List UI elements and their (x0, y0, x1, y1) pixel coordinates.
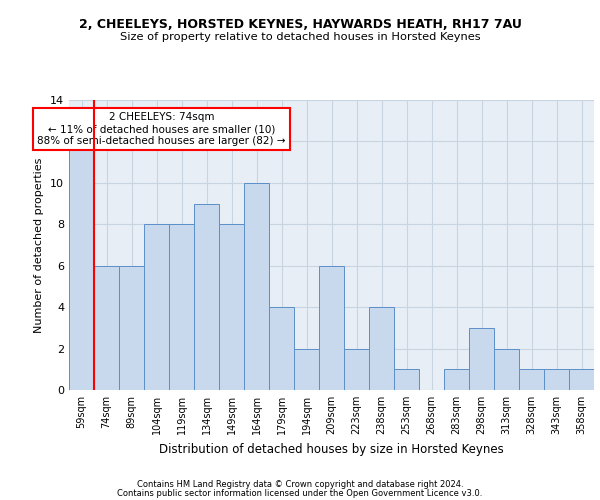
Bar (169, 224, 194, 390)
Bar (119, 266, 144, 390)
Bar (244, 183, 269, 390)
Bar (444, 370, 469, 390)
Bar (294, 348, 319, 390)
Bar (269, 307, 294, 390)
Bar (544, 370, 569, 390)
Bar (194, 204, 219, 390)
Bar (219, 224, 244, 390)
Bar (569, 370, 594, 390)
Bar (394, 370, 419, 390)
Text: Contains public sector information licensed under the Open Government Licence v3: Contains public sector information licen… (118, 489, 482, 498)
Bar (469, 328, 494, 390)
Bar (519, 370, 544, 390)
Bar (144, 224, 169, 390)
Bar (94, 266, 119, 390)
Bar (319, 266, 344, 390)
Text: Contains HM Land Registry data © Crown copyright and database right 2024.: Contains HM Land Registry data © Crown c… (137, 480, 463, 489)
Text: Size of property relative to detached houses in Horsted Keynes: Size of property relative to detached ho… (119, 32, 481, 42)
X-axis label: Distribution of detached houses by size in Horsted Keynes: Distribution of detached houses by size … (159, 442, 504, 456)
Bar (344, 348, 369, 390)
Bar (369, 307, 394, 390)
Y-axis label: Number of detached properties: Number of detached properties (34, 158, 44, 332)
Text: 2 CHEELEYS: 74sqm
← 11% of detached houses are smaller (10)
88% of semi-detached: 2 CHEELEYS: 74sqm ← 11% of detached hous… (37, 112, 286, 146)
Bar (69, 142, 94, 390)
Text: 2, CHEELEYS, HORSTED KEYNES, HAYWARDS HEATH, RH17 7AU: 2, CHEELEYS, HORSTED KEYNES, HAYWARDS HE… (79, 18, 521, 30)
Bar (494, 348, 519, 390)
